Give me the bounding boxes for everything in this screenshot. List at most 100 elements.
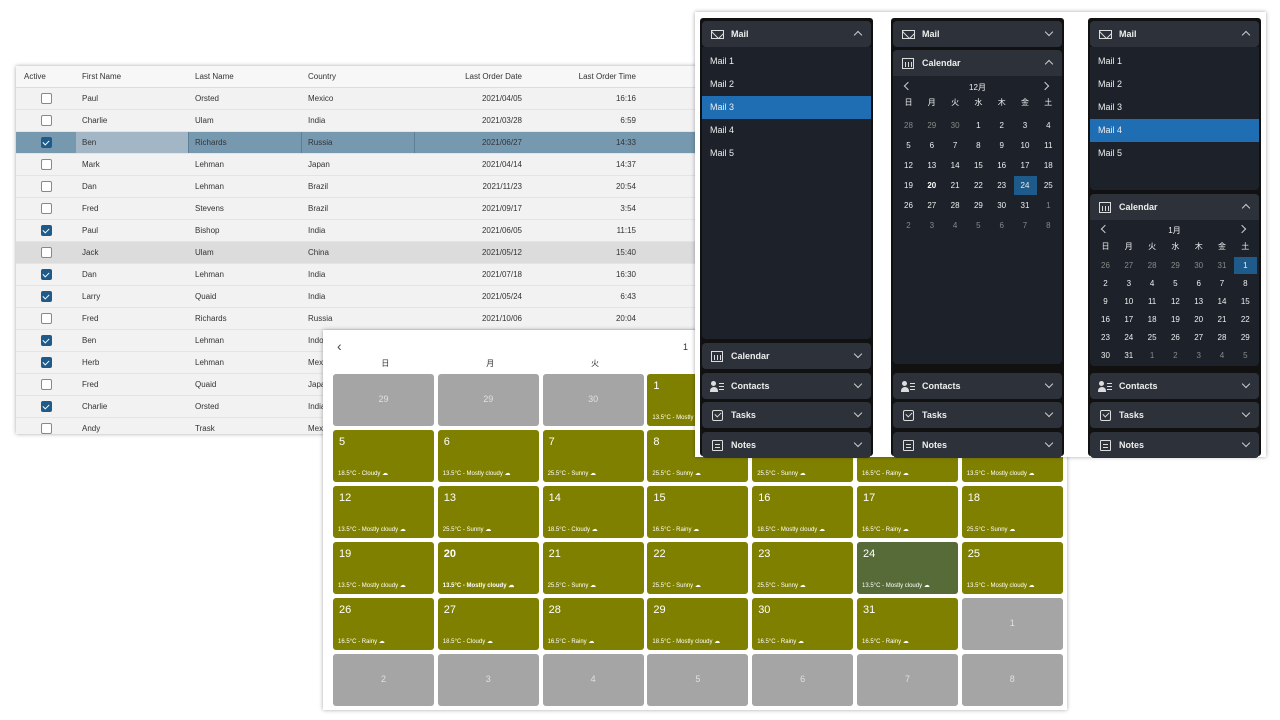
calendar-day-cell[interactable]: 7 — [857, 654, 958, 706]
calendar-day-cell[interactable]: 23 25.5°C - Sunny ☁ — [752, 542, 854, 594]
mini-calendar-day[interactable]: 31 — [1124, 351, 1134, 360]
mini-calendar-day[interactable]: 6 — [999, 221, 1004, 230]
calendar-day-cell[interactable]: 28 16.5°C - Rainy ☁ — [542, 598, 644, 650]
mail-item[interactable]: Mail 3 — [1098, 102, 1123, 112]
mini-calendar-day[interactable]: 3 — [929, 221, 935, 230]
mini-calendar-day[interactable]: 10 — [1124, 297, 1134, 306]
mini-calendar-day[interactable]: 8 — [976, 141, 981, 150]
column-header-country[interactable]: Country — [308, 72, 337, 81]
mini-calendar-day[interactable]: 28 — [950, 201, 960, 210]
mini-calendar-day[interactable]: 27 — [1124, 261, 1134, 270]
mini-calendar-day[interactable]: 2 — [906, 221, 911, 230]
mini-calendar-day[interactable]: 29 — [927, 121, 937, 130]
active-checkbox[interactable] — [40, 203, 52, 214]
mini-calendar-day[interactable]: 31 — [1020, 201, 1030, 210]
active-checkbox[interactable] — [40, 313, 52, 324]
table-row[interactable]: Dan Lehman Brazil 2021/11/23 20:54 — [16, 176, 706, 198]
active-checkbox[interactable] — [40, 181, 52, 192]
calendar-day-cell[interactable]: 5 — [647, 654, 749, 706]
calendar-day-cell[interactable]: 8 — [961, 654, 1063, 706]
mini-calendar-day[interactable]: 4 — [1149, 279, 1155, 288]
section-header-mail[interactable]: Mail — [893, 21, 1062, 47]
chevron-down-icon[interactable] — [1241, 438, 1251, 448]
mini-calendar-day[interactable]: 22 — [973, 181, 983, 190]
chevron-down-icon[interactable] — [853, 379, 863, 389]
calendar-day-cell[interactable]: 17 16.5°C - Rainy ☁ — [857, 486, 958, 538]
active-checkbox[interactable] — [40, 357, 52, 368]
mini-calendar-day[interactable]: 5 — [1173, 279, 1178, 288]
table-row[interactable]: Ben Richards Russia 2021/06/27 14:33 — [16, 132, 706, 154]
mini-calendar-day[interactable]: 18 — [1043, 161, 1053, 170]
mini-calendar-day[interactable]: 8 — [1243, 279, 1248, 288]
mini-calendar-day[interactable]: 12 — [1170, 297, 1180, 306]
chevron-down-icon[interactable] — [1241, 408, 1251, 418]
table-row[interactable]: Andy Trask Mexi — [16, 418, 706, 434]
mini-calendar-day[interactable]: 22 — [1240, 315, 1250, 324]
mini-calendar-day[interactable]: 6 — [929, 141, 935, 150]
section-header-notes[interactable]: Notes — [702, 432, 871, 458]
mail-item[interactable]: Mail 5 — [1098, 148, 1123, 158]
active-checkbox[interactable] — [40, 401, 52, 412]
mini-calendar-day[interactable]: 28 — [904, 121, 913, 130]
active-checkbox[interactable] — [40, 335, 52, 346]
chevron-down-icon[interactable] — [1044, 27, 1054, 37]
chevron-down-icon[interactable] — [1044, 408, 1054, 418]
mini-calendar-day[interactable]: 30 — [1101, 351, 1110, 360]
mail-item[interactable]: Mail 5 — [710, 148, 735, 158]
section-header-tasks[interactable]: Tasks — [893, 402, 1062, 428]
column-header-last-order-time[interactable]: Last Order Time — [578, 72, 636, 81]
mini-calendar-day[interactable]: 14 — [950, 161, 960, 170]
active-checkbox[interactable] — [40, 291, 52, 302]
mini-calendar-day[interactable]: 29 — [1170, 261, 1180, 270]
mini-calendar-day[interactable]: 1 — [976, 121, 981, 130]
chevron-down-icon[interactable] — [853, 349, 863, 359]
active-checkbox[interactable] — [40, 247, 52, 258]
calendar-day-cell[interactable]: 15 16.5°C - Rainy ☁ — [647, 486, 749, 538]
mini-calendar-day[interactable]: 4 — [1046, 121, 1051, 130]
table-row[interactable]: Mark Lehman Japan 2021/04/14 14:37 — [16, 154, 706, 176]
mini-calendar-day[interactable]: 16 — [1101, 315, 1110, 324]
mini-calendar-day[interactable]: 21 — [1217, 315, 1227, 324]
chevron-down-icon[interactable] — [1044, 438, 1054, 448]
mini-calendar-day[interactable]: 28 — [1217, 333, 1227, 342]
mini-calendar-day[interactable]: 4 — [952, 221, 958, 230]
section-header-mail[interactable]: Mail — [702, 21, 871, 47]
mini-calendar-day[interactable]: 19 — [1170, 315, 1180, 324]
active-checkbox[interactable] — [40, 159, 52, 170]
section-header-calendar[interactable]: Calendar — [1090, 194, 1259, 220]
section-header-tasks[interactable]: Tasks — [702, 402, 871, 428]
column-header-last-name[interactable]: Last Name — [195, 72, 234, 81]
mini-calendar-day[interactable]: 20 — [1194, 315, 1204, 324]
mini-calendar-day[interactable]: 12 — [904, 161, 913, 170]
mini-calendar-day[interactable]: 25 — [1043, 181, 1053, 190]
mini-calendar-day[interactable]: 5 — [976, 221, 981, 230]
mini-calendar-day[interactable]: 23 — [1101, 333, 1110, 342]
mini-calendar-day[interactable]: 13 — [1194, 297, 1204, 306]
calendar-day-cell[interactable]: 2 — [333, 654, 434, 706]
section-header-contacts[interactable]: Contacts — [893, 373, 1062, 399]
mini-calendar-day[interactable]: 29 — [1240, 333, 1250, 342]
mini-calendar-day[interactable]: 7 — [1022, 221, 1028, 230]
section-header-notes[interactable]: Notes — [1090, 432, 1259, 458]
calendar-day-cell[interactable]: 27 18.5°C - Cloudy ☁ — [437, 598, 539, 650]
chevron-down-icon[interactable] — [853, 438, 863, 448]
mini-calendar-day[interactable]: 4 — [1219, 351, 1225, 360]
chevron-down-icon[interactable] — [1044, 379, 1054, 389]
table-row[interactable]: Charlie Ulam India 2021/03/28 6:59 — [16, 110, 706, 132]
calendar-day-cell[interactable]: 30 — [542, 374, 644, 426]
chevron-up-icon[interactable] — [1241, 30, 1251, 40]
mini-calendar-day[interactable]: 5 — [1243, 351, 1248, 360]
calendar-day-cell[interactable]: 31 16.5°C - Rainy ☁ — [857, 598, 958, 650]
table-row[interactable]: Jack Ulam China 2021/05/12 15:40 — [16, 242, 706, 264]
section-header-contacts[interactable]: Contacts — [702, 373, 871, 399]
mail-item[interactable]: Mail 4 — [1090, 119, 1259, 142]
active-checkbox[interactable] — [40, 379, 52, 390]
calendar-day-cell[interactable]: 21 25.5°C - Sunny ☁ — [542, 542, 644, 594]
mini-calendar-day[interactable]: 28 — [1147, 261, 1157, 270]
chevron-down-icon[interactable] — [853, 408, 863, 418]
active-checkbox[interactable] — [40, 423, 52, 434]
mini-calendar-day[interactable]: 3 — [1196, 351, 1201, 360]
mini-calendar-day[interactable]: 9 — [999, 141, 1004, 150]
mini-calendar-day[interactable]: 15 — [973, 161, 983, 170]
mini-calendar-day[interactable]: 31 — [1217, 261, 1227, 270]
